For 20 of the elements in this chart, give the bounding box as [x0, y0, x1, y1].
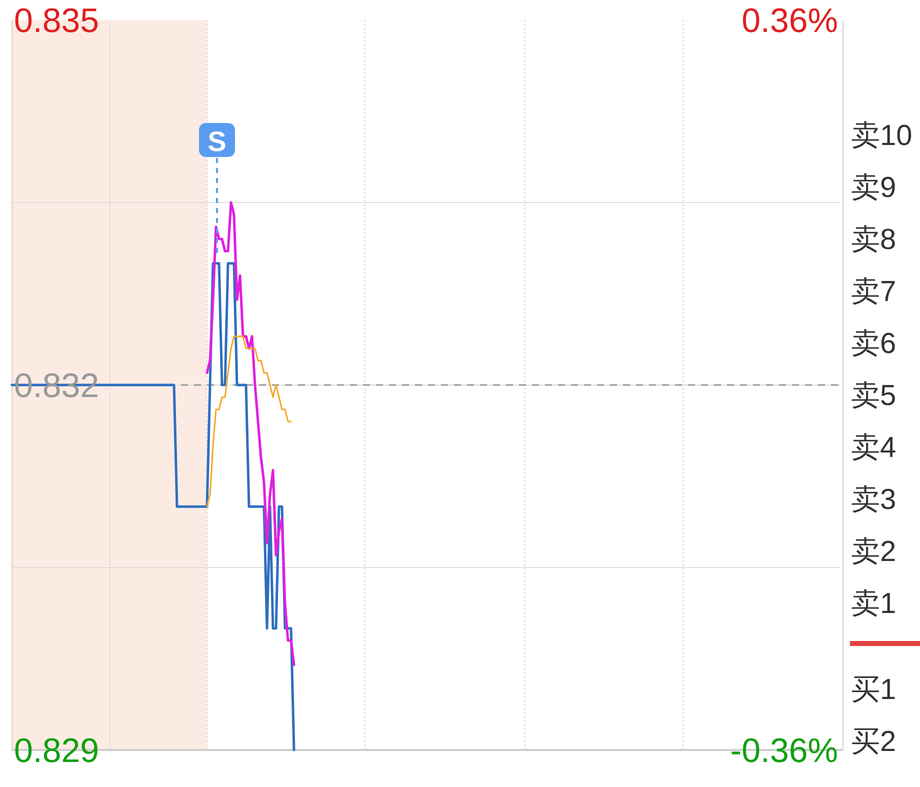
line-series	[206, 201, 296, 666]
y-tick-label: 0.835	[14, 2, 100, 40]
text: 卖8	[851, 224, 896, 256]
text: 卖9	[851, 172, 896, 204]
text: 卖10	[851, 120, 912, 152]
annotation-badge: S	[199, 123, 235, 255]
line-series	[206, 336, 292, 508]
annotation: S	[208, 126, 226, 157]
text: 卖7	[851, 276, 896, 308]
text: 卖2	[851, 536, 896, 568]
text: 卖1	[851, 588, 896, 620]
y2-tick-label: -0.36%	[730, 732, 838, 770]
text: 卖4	[851, 432, 896, 464]
y2-tick-label: 0.36%	[742, 2, 838, 40]
text: 买2	[851, 726, 896, 758]
y-tick-label: 0.829	[14, 732, 100, 770]
text: 卖3	[851, 484, 896, 516]
text: 卖6	[851, 328, 896, 360]
text: 卖5	[851, 380, 896, 412]
text: 买1	[851, 674, 896, 706]
